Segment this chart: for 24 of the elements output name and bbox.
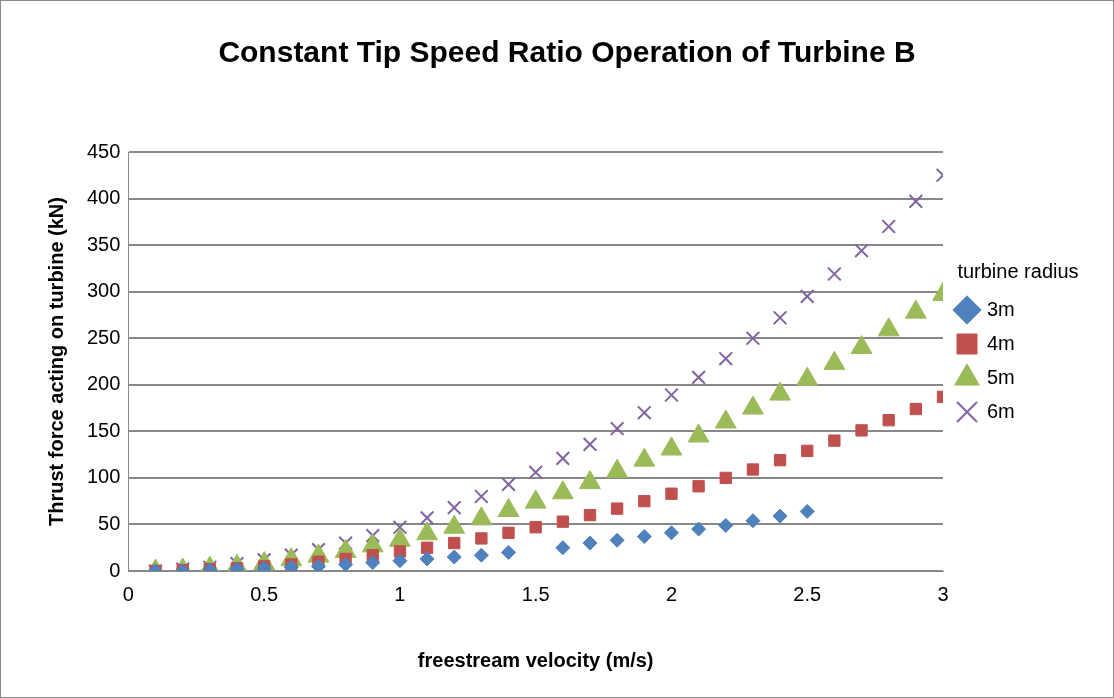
- y-tick-label: 450: [86, 139, 121, 162]
- x-tick-label: 2: [665, 582, 678, 605]
- legend-label: 3m: [987, 297, 1015, 320]
- legend-label: 5m: [987, 365, 1015, 388]
- legend-label: 4m: [987, 331, 1015, 354]
- y-tick-label: 200: [86, 372, 121, 395]
- legend-title: turbine radius: [957, 259, 1079, 282]
- y-tick-label: 100: [86, 465, 121, 488]
- chart-title: Constant Tip Speed Ratio Operation of Turbine B: [218, 35, 916, 69]
- y-tick-label: 250: [86, 325, 121, 348]
- x-tick-label: 1.5: [521, 582, 550, 605]
- y-tick-label: 150: [86, 418, 121, 441]
- x-tick-label: 3: [937, 582, 949, 605]
- x-axis-title: freestream velocity (m/s): [417, 648, 654, 671]
- x-tick-label: 0.5: [250, 582, 279, 605]
- x-tick-label: 1: [394, 582, 406, 605]
- y-tick-label: 350: [86, 232, 121, 255]
- x-tick-label: 2.5: [793, 582, 822, 605]
- y-tick-label: 300: [86, 279, 121, 302]
- y-tick-label: 400: [86, 186, 121, 209]
- legend-label: 6m: [987, 399, 1015, 422]
- y-tick-label: 0: [109, 558, 121, 581]
- y-axis-title: Thrust force acting on turbine (kN): [44, 197, 67, 526]
- y-tick-label: 50: [98, 511, 121, 534]
